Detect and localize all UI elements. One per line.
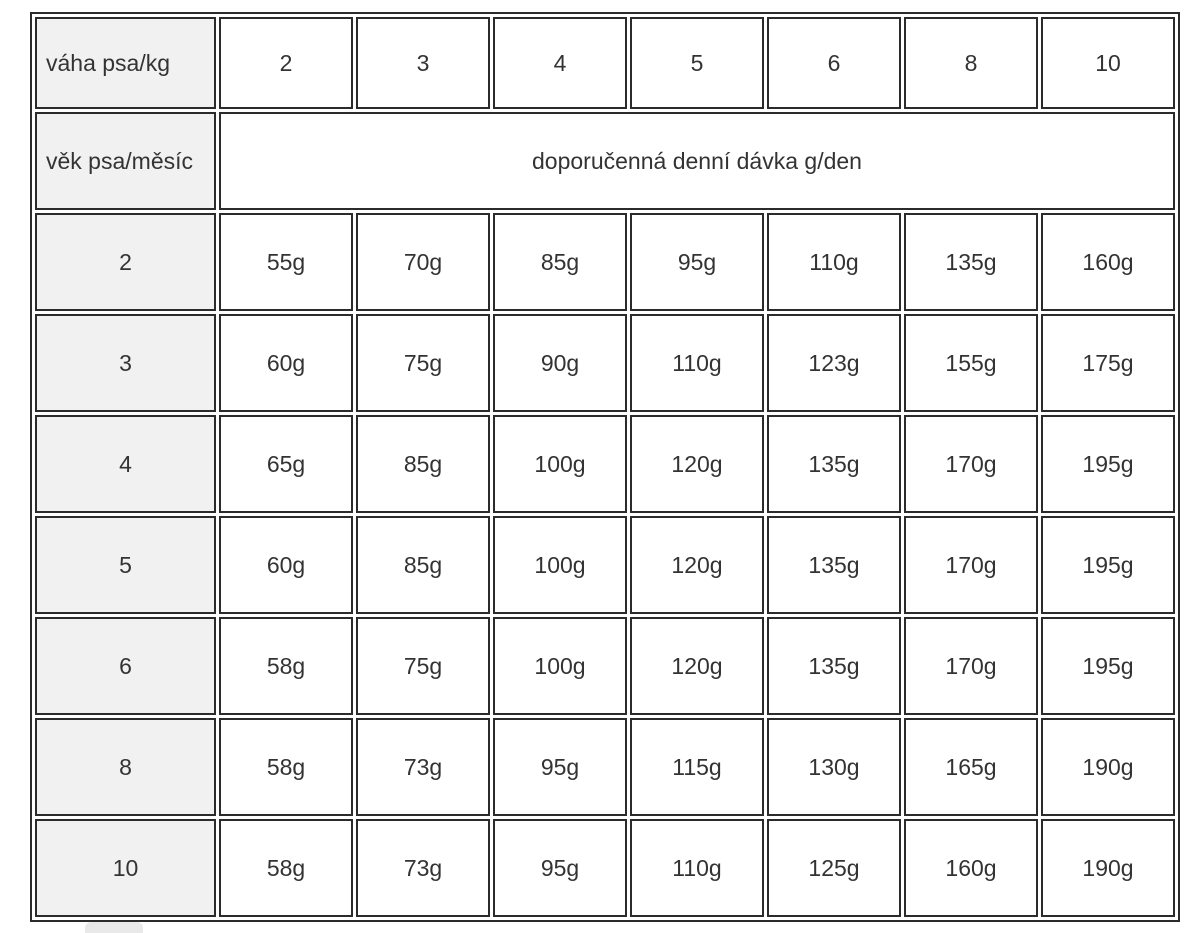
- dose-cell: 58g: [219, 718, 353, 816]
- dose-cell: 85g: [356, 516, 490, 614]
- weight-column-header: 4: [493, 17, 627, 109]
- weight-column-header: 10: [1041, 17, 1175, 109]
- dose-cell: 170g: [904, 617, 1038, 715]
- age-header-label: věk psa/měsíc: [35, 112, 216, 210]
- dose-cell: 60g: [219, 314, 353, 412]
- weight-column-header: 3: [356, 17, 490, 109]
- table-row: 6 58g 75g 100g 120g 135g 170g 195g: [35, 617, 1175, 715]
- dose-cell: 85g: [493, 213, 627, 311]
- dose-cell: 85g: [356, 415, 490, 513]
- dose-cell: 73g: [356, 718, 490, 816]
- dose-cell: 58g: [219, 819, 353, 917]
- feeding-dosage-table: váha psa/kg 2 3 4 5 6 8 10 věk psa/měsíc…: [30, 12, 1180, 922]
- age-cell: 8: [35, 718, 216, 816]
- dose-cell: 55g: [219, 213, 353, 311]
- table-row: 5 60g 85g 100g 120g 135g 170g 195g: [35, 516, 1175, 614]
- dose-cell: 100g: [493, 617, 627, 715]
- dose-cell: 100g: [493, 415, 627, 513]
- dose-cell: 195g: [1041, 617, 1175, 715]
- table-row: 3 60g 75g 90g 110g 123g 155g 175g: [35, 314, 1175, 412]
- dose-cell: 65g: [219, 415, 353, 513]
- dose-cell: 195g: [1041, 516, 1175, 614]
- table-row: 8 58g 73g 95g 115g 130g 165g 190g: [35, 718, 1175, 816]
- dose-cell: 100g: [493, 516, 627, 614]
- dose-cell: 60g: [219, 516, 353, 614]
- age-cell: 3: [35, 314, 216, 412]
- weight-header-label: váha psa/kg: [35, 17, 216, 109]
- age-cell: 4: [35, 415, 216, 513]
- dose-cell: 175g: [1041, 314, 1175, 412]
- dose-title-cell: doporučenná denní dávka g/den: [219, 112, 1175, 210]
- dose-cell: 110g: [630, 819, 764, 917]
- weight-column-header: 2: [219, 17, 353, 109]
- table-row: 2 55g 70g 85g 95g 110g 135g 160g: [35, 213, 1175, 311]
- table-row: 10 58g 73g 95g 110g 125g 160g 190g: [35, 819, 1175, 917]
- dose-cell: 170g: [904, 415, 1038, 513]
- dose-cell: 135g: [767, 617, 901, 715]
- dose-cell: 70g: [356, 213, 490, 311]
- dose-cell: 115g: [630, 718, 764, 816]
- weight-column-header: 6: [767, 17, 901, 109]
- dose-cell: 155g: [904, 314, 1038, 412]
- weight-header-row: váha psa/kg 2 3 4 5 6 8 10: [35, 17, 1175, 109]
- dose-cell: 160g: [904, 819, 1038, 917]
- dose-cell: 120g: [630, 516, 764, 614]
- dose-cell: 195g: [1041, 415, 1175, 513]
- dose-cell: 73g: [356, 819, 490, 917]
- dose-cell: 58g: [219, 617, 353, 715]
- dose-cell: 75g: [356, 314, 490, 412]
- age-cell: 10: [35, 819, 216, 917]
- dose-cell: 130g: [767, 718, 901, 816]
- dose-cell: 110g: [767, 213, 901, 311]
- dose-cell: 95g: [493, 718, 627, 816]
- dose-cell: 120g: [630, 617, 764, 715]
- dose-cell: 160g: [1041, 213, 1175, 311]
- dose-cell: 190g: [1041, 718, 1175, 816]
- dose-cell: 95g: [630, 213, 764, 311]
- dose-cell: 135g: [767, 516, 901, 614]
- dose-cell: 125g: [767, 819, 901, 917]
- dose-cell: 90g: [493, 314, 627, 412]
- dose-cell: 165g: [904, 718, 1038, 816]
- age-header-row: věk psa/měsíc doporučenná denní dávka g/…: [35, 112, 1175, 210]
- age-cell: 5: [35, 516, 216, 614]
- dose-cell: 170g: [904, 516, 1038, 614]
- weight-column-header: 8: [904, 17, 1038, 109]
- dose-cell: 135g: [767, 415, 901, 513]
- age-cell: 6: [35, 617, 216, 715]
- dose-cell: 123g: [767, 314, 901, 412]
- dose-cell: 135g: [904, 213, 1038, 311]
- age-cell: 2: [35, 213, 216, 311]
- feeding-table-container: váha psa/kg 2 3 4 5 6 8 10 věk psa/měsíc…: [30, 12, 1180, 922]
- weight-column-header: 5: [630, 17, 764, 109]
- data-rows: 2 55g 70g 85g 95g 110g 135g 160g 3 60g 75g 90g 110g 1…: [35, 213, 1175, 917]
- dose-cell: 110g: [630, 314, 764, 412]
- table-row: 4 65g 85g 100g 120g 135g 170g 195g: [35, 415, 1175, 513]
- dose-cell: 75g: [356, 617, 490, 715]
- dose-cell: 120g: [630, 415, 764, 513]
- dose-cell: 95g: [493, 819, 627, 917]
- cutoff-ui-fragment: [85, 922, 143, 933]
- dose-cell: 190g: [1041, 819, 1175, 917]
